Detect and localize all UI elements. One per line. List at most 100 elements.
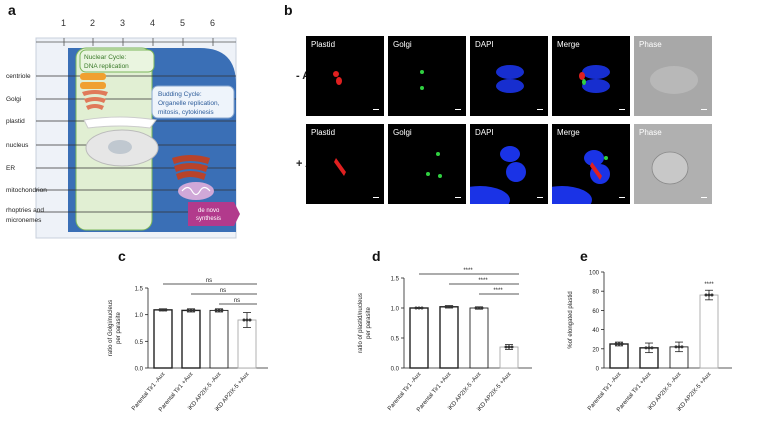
micro-merge-plus: Merge xyxy=(552,124,630,204)
bar xyxy=(609,343,629,369)
data-point xyxy=(245,318,249,322)
svg-text:micronemes: micronemes xyxy=(6,217,42,224)
data-point xyxy=(450,305,454,309)
data-point xyxy=(420,306,424,310)
x-tick-label: iKD AP2IX-5 -Aux xyxy=(647,371,682,411)
svg-text:mitosis, cytokinesis: mitosis, cytokinesis xyxy=(158,109,214,116)
bar xyxy=(469,307,489,369)
x-tick-label: Parental Tir1 -Aux xyxy=(587,371,622,412)
bar xyxy=(699,294,719,369)
col-4: 4 xyxy=(150,18,155,28)
data-point xyxy=(507,345,511,349)
y-tick-label: 80 xyxy=(592,290,599,296)
x-tick-label: iKD AP2IX-5 +Aux xyxy=(477,371,513,412)
svg-text:de novo: de novo xyxy=(198,208,220,214)
panel-label-c: c xyxy=(118,248,126,264)
data-point xyxy=(677,345,681,349)
bar xyxy=(209,309,229,369)
significance-label: **** xyxy=(478,278,488,284)
y-tick-label: 0.0 xyxy=(135,367,144,373)
y-tick-label: 0 xyxy=(596,367,600,373)
data-point xyxy=(710,293,714,297)
data-point xyxy=(192,308,196,312)
panel-label-a: a xyxy=(8,2,16,18)
row-golgi: Golgi xyxy=(6,96,21,103)
data-point xyxy=(214,308,218,312)
y-tick-label: 20 xyxy=(592,347,599,353)
y-tick-label: 60 xyxy=(592,309,599,315)
significance-label: ns xyxy=(206,278,212,284)
row-centriole: centriole xyxy=(6,73,31,80)
y-tick-label: 1.5 xyxy=(391,277,400,283)
micro-phase-plus: Phase xyxy=(634,124,712,204)
y-axis-label: ratio of plastid/nucleus xyxy=(358,293,364,353)
significance-label: ns xyxy=(220,288,226,294)
plastid-icon xyxy=(83,116,157,129)
significance-label: **** xyxy=(704,282,714,288)
col-6: 6 xyxy=(210,18,215,28)
col-3: 3 xyxy=(120,18,125,28)
centriole-icon xyxy=(80,73,106,89)
svg-text:Nuclear Cycle:: Nuclear Cycle: xyxy=(84,54,126,61)
data-point xyxy=(644,346,648,350)
micro-plastid-minus: Plastid xyxy=(306,36,384,116)
data-point xyxy=(444,305,448,309)
significance-label: ns xyxy=(234,298,240,304)
row-plastid: plastid xyxy=(6,118,25,125)
data-point xyxy=(617,342,621,346)
data-point xyxy=(474,306,478,310)
x-tick-label: iKD AP2IX-5 -Aux xyxy=(447,371,482,411)
x-tick-label: Parental Tir1 -Aux xyxy=(387,371,422,412)
data-point xyxy=(217,308,221,312)
bar xyxy=(499,346,519,369)
row-mitochondrion: mitochondrion xyxy=(6,187,47,194)
svg-text:Organelle replication,: Organelle replication, xyxy=(158,100,220,107)
bar xyxy=(409,307,429,369)
row-er: ER xyxy=(6,165,15,172)
y-tick-label: 100 xyxy=(589,271,600,277)
data-point xyxy=(164,308,168,312)
svg-text:Budding Cycle:: Budding Cycle: xyxy=(158,91,202,98)
data-point xyxy=(220,308,224,312)
data-point xyxy=(477,306,481,310)
data-point xyxy=(158,308,162,312)
data-point xyxy=(707,293,711,297)
bar xyxy=(439,306,459,369)
de-novo-arrow xyxy=(188,202,240,226)
row-rhoptries: rhoptries and xyxy=(6,207,44,214)
data-point xyxy=(510,345,514,349)
er-icon xyxy=(172,155,210,180)
data-point xyxy=(242,318,246,322)
data-point xyxy=(504,345,508,349)
data-point xyxy=(480,306,484,310)
svg-text:synthesis: synthesis xyxy=(196,216,221,222)
data-point xyxy=(647,346,651,350)
significance-label: **** xyxy=(463,268,473,274)
bar xyxy=(181,309,201,369)
data-point xyxy=(620,342,624,346)
mitochondrion-icon xyxy=(178,182,214,200)
panel-label-b: b xyxy=(284,2,293,18)
micro-plastid-plus: Plastid xyxy=(306,124,384,204)
data-point xyxy=(447,305,451,309)
micro-phase-minus: Phase xyxy=(634,36,712,116)
y-tick-label: 1.0 xyxy=(391,307,400,313)
y-tick-label: 0.5 xyxy=(391,337,400,343)
data-point xyxy=(186,308,190,312)
data-point xyxy=(189,308,193,312)
col-5: 5 xyxy=(180,18,185,28)
significance-label: **** xyxy=(493,288,503,294)
golgi-icon xyxy=(82,90,108,110)
y-axis-label: per parasite xyxy=(116,311,122,343)
chart-c: 0.0 0.5 1.0 1.5 ratio of Golgi/nucleus per pa… xyxy=(108,278,268,413)
micro-golgi-minus: Golgi xyxy=(388,36,466,116)
y-tick-label: 40 xyxy=(592,328,599,334)
panel-label-d: d xyxy=(372,248,381,264)
x-tick-label: iKD AP2IX-5 +Aux xyxy=(677,371,713,412)
data-point xyxy=(614,342,618,346)
bar xyxy=(153,309,173,369)
micro-dapi-plus: DAPI xyxy=(470,124,548,204)
col-2: 2 xyxy=(90,18,95,28)
row-nucleus: nucleus xyxy=(6,142,29,149)
y-axis-label: per parasite xyxy=(366,306,372,338)
